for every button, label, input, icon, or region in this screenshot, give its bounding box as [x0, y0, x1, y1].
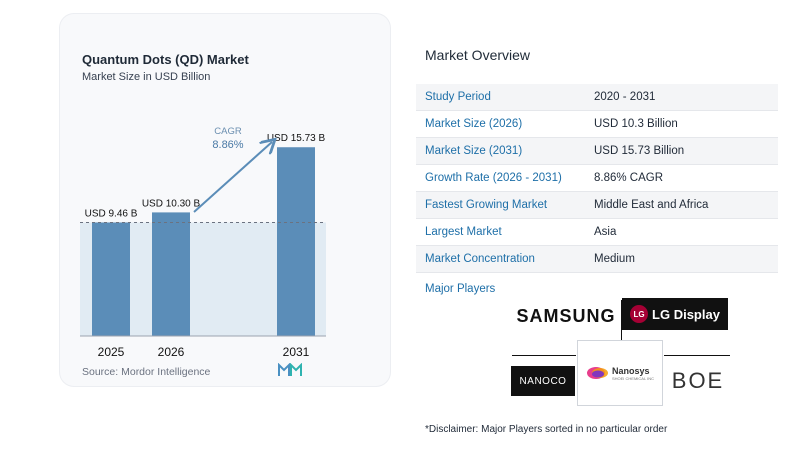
logo-divider	[621, 300, 622, 340]
overview-title: Market Overview	[425, 47, 531, 63]
chart-subtitle: Market Size in USD Billion	[82, 71, 211, 83]
chart-title: Quantum Dots (QD) Market	[82, 52, 249, 67]
cagr-value: 8.86%	[212, 139, 243, 151]
nanosys-name: Nanosys	[611, 365, 650, 376]
chart-source: Source: Mordor Intelligence	[82, 366, 211, 378]
overview-row: Market Concentration Medium	[416, 246, 778, 273]
cagr-arrow	[193, 142, 272, 213]
overview-label: Study Period	[425, 91, 491, 103]
tick-label: 2026	[158, 345, 185, 359]
overview-value: Medium	[594, 253, 635, 265]
overview-row: Growth Rate (2026 - 2031) 8.86% CAGR	[416, 165, 778, 192]
major-players-title: Major Players	[425, 283, 496, 295]
overview-row: Market Size (2031) USD 15.73 Billion	[416, 138, 778, 165]
overview-value: 8.86% CAGR	[594, 172, 664, 184]
lg-display-logo: LG LG Display	[622, 298, 728, 330]
overview-value: USD 15.73 Billion	[594, 145, 685, 157]
bar-chart: USD 9.46 B 2025 USD 10.30 B 2026 USD 15.73 B…	[80, 126, 326, 359]
bar	[152, 212, 190, 336]
mordor-logo-icon	[278, 363, 302, 376]
overview-label: Fastest Growing Market	[425, 199, 548, 211]
cagr-label: CAGR	[214, 126, 242, 137]
overview-row: Fastest Growing Market Middle East and Af…	[416, 192, 778, 219]
boe-logo: BOE	[671, 368, 725, 393]
lg-display-text: LG Display	[652, 306, 720, 322]
overview-value: Middle East and Africa	[594, 199, 709, 211]
data-label: USD 9.46 B	[85, 208, 138, 219]
nanosys-subtitle: SHOEI CHEMICAL INC	[611, 375, 655, 381]
overview-row: Study Period 2020 - 2031	[416, 84, 778, 111]
disclaimer: *Disclaimer: Major Players sorted in no …	[425, 424, 668, 435]
data-label: USD 10.30 B	[142, 198, 201, 209]
overview-value: 2020 - 2031	[594, 91, 656, 103]
overview-label: Largest Market	[425, 226, 502, 238]
overview-row: Market Size (2026) USD 10.3 Billion	[416, 111, 778, 138]
overview-label: Market Size (2026)	[425, 118, 523, 130]
nanosys-logo: Nanosys SHOEI CHEMICAL INC	[577, 340, 663, 406]
nanosys-swirl-icon	[586, 367, 608, 379]
tick-label: 2025	[98, 345, 125, 359]
overview-label: Market Concentration	[425, 253, 535, 265]
overview-table: Study Period 2020 - 2031 Market Size (202…	[416, 84, 778, 273]
overview-label: Market Size (2031)	[425, 145, 523, 157]
samsung-logo: SAMSUNG	[516, 305, 616, 326]
nanoco-logo: NANOCO	[511, 366, 575, 396]
overview-value: USD 10.3 Billion	[594, 118, 678, 130]
bar	[92, 222, 130, 336]
lg-circle-icon: LG	[630, 305, 649, 323]
logo-divider	[512, 355, 576, 356]
data-label: USD 15.73 B	[267, 133, 326, 144]
logo-divider	[664, 355, 730, 356]
bar	[277, 147, 315, 336]
tick-label: 2031	[283, 345, 310, 359]
overview-value: Asia	[594, 226, 617, 238]
overview-row: Largest Market Asia	[416, 219, 778, 246]
overview-label: Growth Rate (2026 - 2031)	[425, 172, 562, 184]
